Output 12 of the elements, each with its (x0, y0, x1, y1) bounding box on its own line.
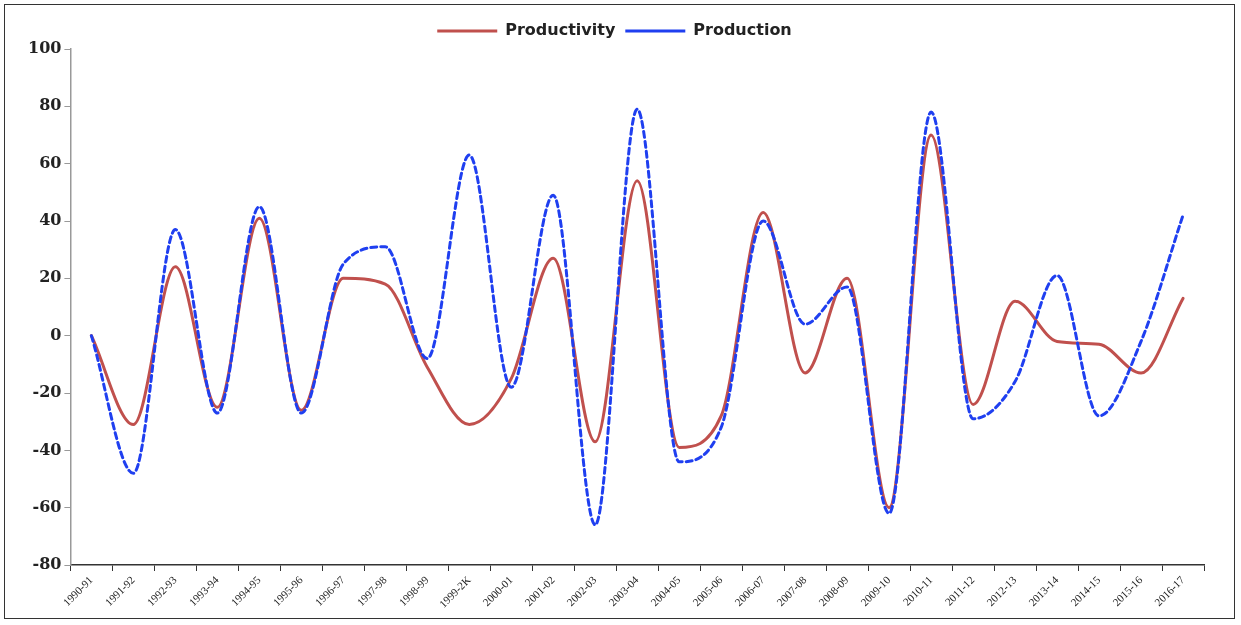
y-tick-label: 20 (39, 267, 62, 287)
y-tick-label: -60 (32, 496, 62, 516)
y-tick-label: -20 (32, 382, 62, 402)
y-tick-label: -40 (32, 439, 62, 459)
y-tick-label: 60 (39, 152, 62, 172)
y-tick-label: 100 (27, 38, 62, 58)
y-tick-label: -80 (32, 554, 62, 574)
y-tick-label: 40 (39, 210, 62, 230)
legend-label: Production (693, 20, 792, 40)
legend-label: Productivity (505, 20, 616, 40)
y-tick-label: 80 (39, 95, 62, 115)
y-tick-label: 0 (50, 324, 62, 344)
